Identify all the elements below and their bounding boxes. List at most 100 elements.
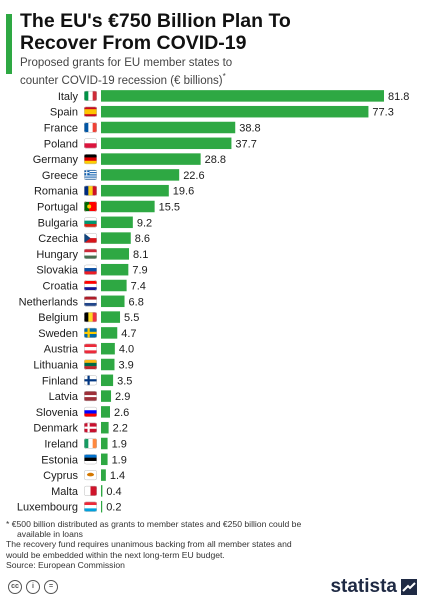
attribution-icon[interactable]: i [26,580,40,594]
bar-bulgaria [101,216,133,229]
bar-austria [101,342,115,355]
poland-flag-icon [84,138,97,149]
bar-greece [101,169,180,181]
category-label-croatia: Croatia [43,281,79,293]
value-label-france: 38.8 [239,123,260,135]
france-flag-icon [84,122,97,133]
value-label-austria: 4.0 [119,344,134,356]
portugal-flag-icon [84,201,97,212]
category-label-slovenia: Slovenia [36,407,79,419]
value-label-hungary: 8.1 [133,249,148,261]
bar-germany [101,153,201,165]
footnote-1-line-2: available in loans [17,529,83,540]
creative-commons-icon[interactable]: cc [8,580,22,594]
category-label-netherlands: Netherlands [19,296,79,308]
category-label-austria: Austria [44,344,79,356]
value-label-greece: 22.6 [183,170,204,182]
value-label-bulgaria: 9.2 [137,217,152,229]
category-label-bulgaria: Bulgaria [38,217,79,229]
category-label-latvia: Latvia [49,391,79,403]
category-label-luxembourg: Luxembourg [17,502,78,514]
croatia-flag-icon [84,280,97,291]
bar-croatia [101,279,127,292]
ireland-flag-icon [84,438,97,449]
bar-france [101,121,236,134]
category-label-czechia: Czechia [38,233,79,245]
category-label-estonia: Estonia [41,454,79,466]
value-label-sweden: 4.7 [121,328,136,340]
czechia-flag-icon [84,233,97,244]
category-label-portugal: Portugal [37,202,78,214]
bar-lithuania [101,358,115,371]
bar-cyprus [101,469,106,481]
bar-italy [101,90,384,102]
category-label-finland: Finland [42,375,78,387]
category-label-denmark: Denmark [33,423,78,435]
value-label-germany: 28.8 [205,154,226,166]
bar-estonia [101,453,108,466]
chart-subtitle: Proposed grants for EU member states to … [20,57,420,88]
title-accent-bar [6,14,12,74]
statista-logo[interactable]: statista [330,576,417,598]
category-label-malta: Malta [51,486,79,498]
value-label-luxembourg: 0.2 [106,502,121,514]
footnote-2-line-1: The recovery fund requires unanimous bac… [6,539,292,550]
romania-flag-icon [84,185,97,196]
value-label-italy: 81.8 [388,91,409,103]
bulgaria-flag-icon [84,217,97,228]
malta-flag-icon [84,485,97,496]
value-label-slovenia: 2.6 [114,407,129,419]
germany-flag-icon [84,154,97,165]
value-label-denmark: 2.2 [113,423,128,435]
category-label-france: France [44,123,78,135]
bar-belgium [101,311,121,323]
latvia-flag-icon [84,391,97,402]
value-label-netherlands: 6.8 [129,296,144,308]
subtitle-line-2-wrap: counter COVID-19 recession (€ billions)* [20,70,420,88]
bar-latvia [101,390,112,402]
category-label-italy: Italy [58,91,79,103]
chart-title: The EU's €750 Billion Plan To Recover Fr… [20,10,420,54]
bar-denmark [101,421,109,434]
bar-slovakia [101,263,129,276]
bar-spain [101,105,369,118]
category-label-germany: Germany [33,154,79,166]
slovakia-flag-icon [84,264,97,275]
italy-flag-icon [84,90,97,101]
category-label-spain: Spain [50,107,78,119]
value-label-slovakia: 7.9 [132,265,147,277]
no-derivatives-icon[interactable]: = [44,580,58,594]
footnote-1-line-1: * €500 billion distributed as grants to … [6,519,302,529]
category-label-lithuania: Lithuania [33,360,79,372]
value-label-estonia: 1.9 [112,454,127,466]
subtitle-footnote-mark: * [222,72,226,81]
value-label-malta: 0.4 [106,486,121,498]
value-label-poland: 37.7 [235,138,256,150]
finland-flag-icon [84,375,97,386]
title-line-1: The EU's €750 Billion Plan To [20,10,291,32]
luxembourg-flag-icon [84,501,97,512]
value-label-croatia: 7.4 [131,281,146,293]
hungary-flag-icon [84,248,97,259]
title-line-2: Recover From COVID-19 [20,32,247,54]
footer: cc i = statista [0,574,427,601]
statista-logo-text: statista [330,576,397,597]
value-label-belgium: 5.5 [124,312,139,324]
bar-sweden [101,327,118,339]
source-note: Source: European Commission [6,559,125,570]
value-label-portugal: 15.5 [159,202,180,214]
austria-flag-icon [84,343,97,354]
bar-chart: Italy 81.8 Spain 77.3 France 38.8 Poland 37.7 Ge… [17,90,409,514]
bar-portugal [101,200,155,213]
belgium-flag-icon [84,312,97,323]
subtitle-line-2: counter COVID-19 recession (€ billions) [20,74,223,87]
value-label-romania: 19.6 [173,186,194,198]
bar-finland [101,374,114,387]
value-label-cyprus: 1.4 [110,470,125,482]
statista-logo-mark-icon [401,579,417,595]
footnotes: * €500 billion distributed as grants to … [6,519,422,570]
category-label-slovakia: Slovakia [36,265,78,277]
value-label-czechia: 8.6 [135,233,150,245]
bar-hungary [101,248,130,260]
bar-malta [101,485,103,497]
